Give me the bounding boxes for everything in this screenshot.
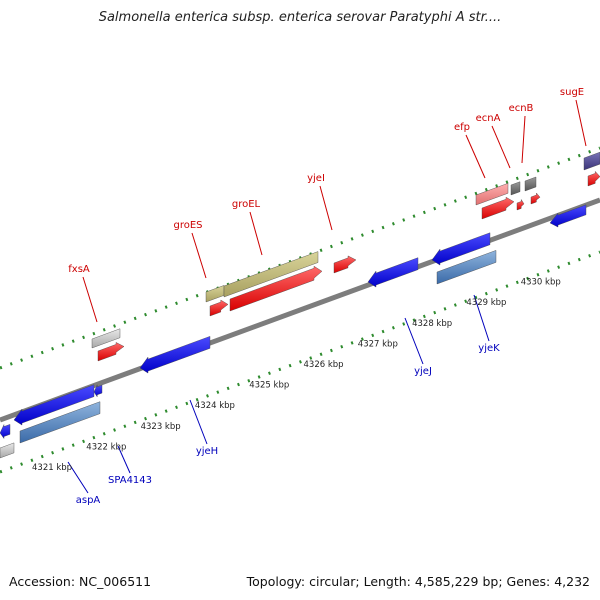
kbp-tick-label: 4327 kbp	[358, 339, 398, 349]
gene-label-yjeI: yjeI	[307, 173, 325, 184]
leader-SPA4143	[117, 445, 131, 474]
gene-label-aspA: aspA	[76, 495, 101, 506]
sugE-bar	[583, 151, 600, 171]
yjeK-bar	[436, 250, 497, 285]
genome-backbone	[0, 197, 600, 423]
ecnA-arrow	[516, 198, 525, 211]
gene-features	[0, 151, 600, 459]
kbp-tick-label: 4323 kbp	[141, 422, 181, 432]
kbp-tick-label: 4324 kbp	[195, 401, 235, 411]
groEL-arrow	[229, 265, 323, 312]
gene-label-sugE: sugE	[560, 87, 584, 98]
gene-label-yjeK: yjeK	[478, 343, 500, 354]
gene-label-efp: efp	[454, 122, 470, 133]
leader-groES	[191, 232, 207, 279]
leader-ecnA	[491, 125, 511, 169]
yjeH-arrow	[139, 336, 211, 374]
ecnB-bar	[524, 176, 537, 192]
accession-text: Accession: NC_006511	[9, 574, 152, 589]
kbp-tick-label: 4330 kbp	[521, 278, 561, 288]
leader-sugE	[575, 99, 587, 147]
groES-bar	[205, 285, 225, 303]
gene-label-groES: groES	[173, 220, 202, 231]
leader-ecnB	[521, 115, 526, 164]
leader-yjeJ	[404, 317, 424, 365]
leader-yjeK	[473, 294, 490, 342]
genome-summary-text: Topology: circular; Length: 4,585,229 bp…	[246, 574, 590, 589]
yjeJ-arrow	[367, 257, 419, 288]
yjeK-arrow	[431, 232, 491, 266]
kbp-tick-label: 4326 kbp	[304, 360, 344, 370]
kbp-tick-label: 4329 kbp	[466, 298, 506, 308]
map-title: Salmonella enterica subsp. enterica sero…	[98, 10, 502, 25]
leader-aspA	[67, 461, 89, 494]
label-leader-lines	[67, 99, 587, 494]
leader-fxsA	[82, 276, 98, 323]
groES-arrow	[209, 299, 229, 317]
SPA4143-arrow	[93, 384, 103, 398]
gene-label-yjeJ: yjeJ	[414, 366, 432, 377]
sugE-arrow	[587, 170, 600, 187]
efp-arrow	[481, 196, 515, 220]
yjeI-arrow	[333, 255, 357, 274]
aspA-arrow	[13, 384, 95, 426]
aspA-bar	[19, 401, 101, 444]
right-blue-arrow	[549, 204, 587, 228]
left-gray-bar	[0, 442, 15, 459]
leader-yjeH	[189, 399, 208, 445]
groEL-bar	[223, 251, 319, 298]
efp-bar	[475, 182, 509, 206]
gene-label-SPA4143: SPA4143	[108, 475, 152, 486]
kbp-tick-label: 4328 kbp	[412, 319, 452, 329]
leader-groEL	[249, 211, 263, 256]
kbp-tick-label: 4325 kbp	[249, 381, 289, 391]
left-blue-arrow	[0, 424, 11, 440]
fxsA-bar	[91, 328, 121, 349]
fxsA-arrow	[97, 342, 125, 362]
kbp-tick-label: 4322 kbp	[86, 442, 126, 452]
ecnB-arrow	[530, 192, 541, 205]
gene-label-fxsA: fxsA	[68, 264, 90, 275]
kbp-tick-label: 4321 kbp	[32, 463, 72, 473]
kbp-tick-labels: 4321 kbp 4322 kbp 4323 kbp 4324 kbp 4325 kbp…	[32, 278, 561, 473]
leader-yjeI	[319, 185, 333, 231]
leader-efp	[465, 134, 486, 179]
gene-label-ecnA: ecnA	[476, 113, 501, 124]
reverse-strand-dots	[0, 250, 600, 474]
gene-label-yjeH: yjeH	[196, 446, 218, 457]
gene-label-groEL: groEL	[232, 199, 261, 210]
gene-label-ecnB: ecnB	[509, 103, 534, 114]
ecnA-bar	[510, 181, 521, 196]
